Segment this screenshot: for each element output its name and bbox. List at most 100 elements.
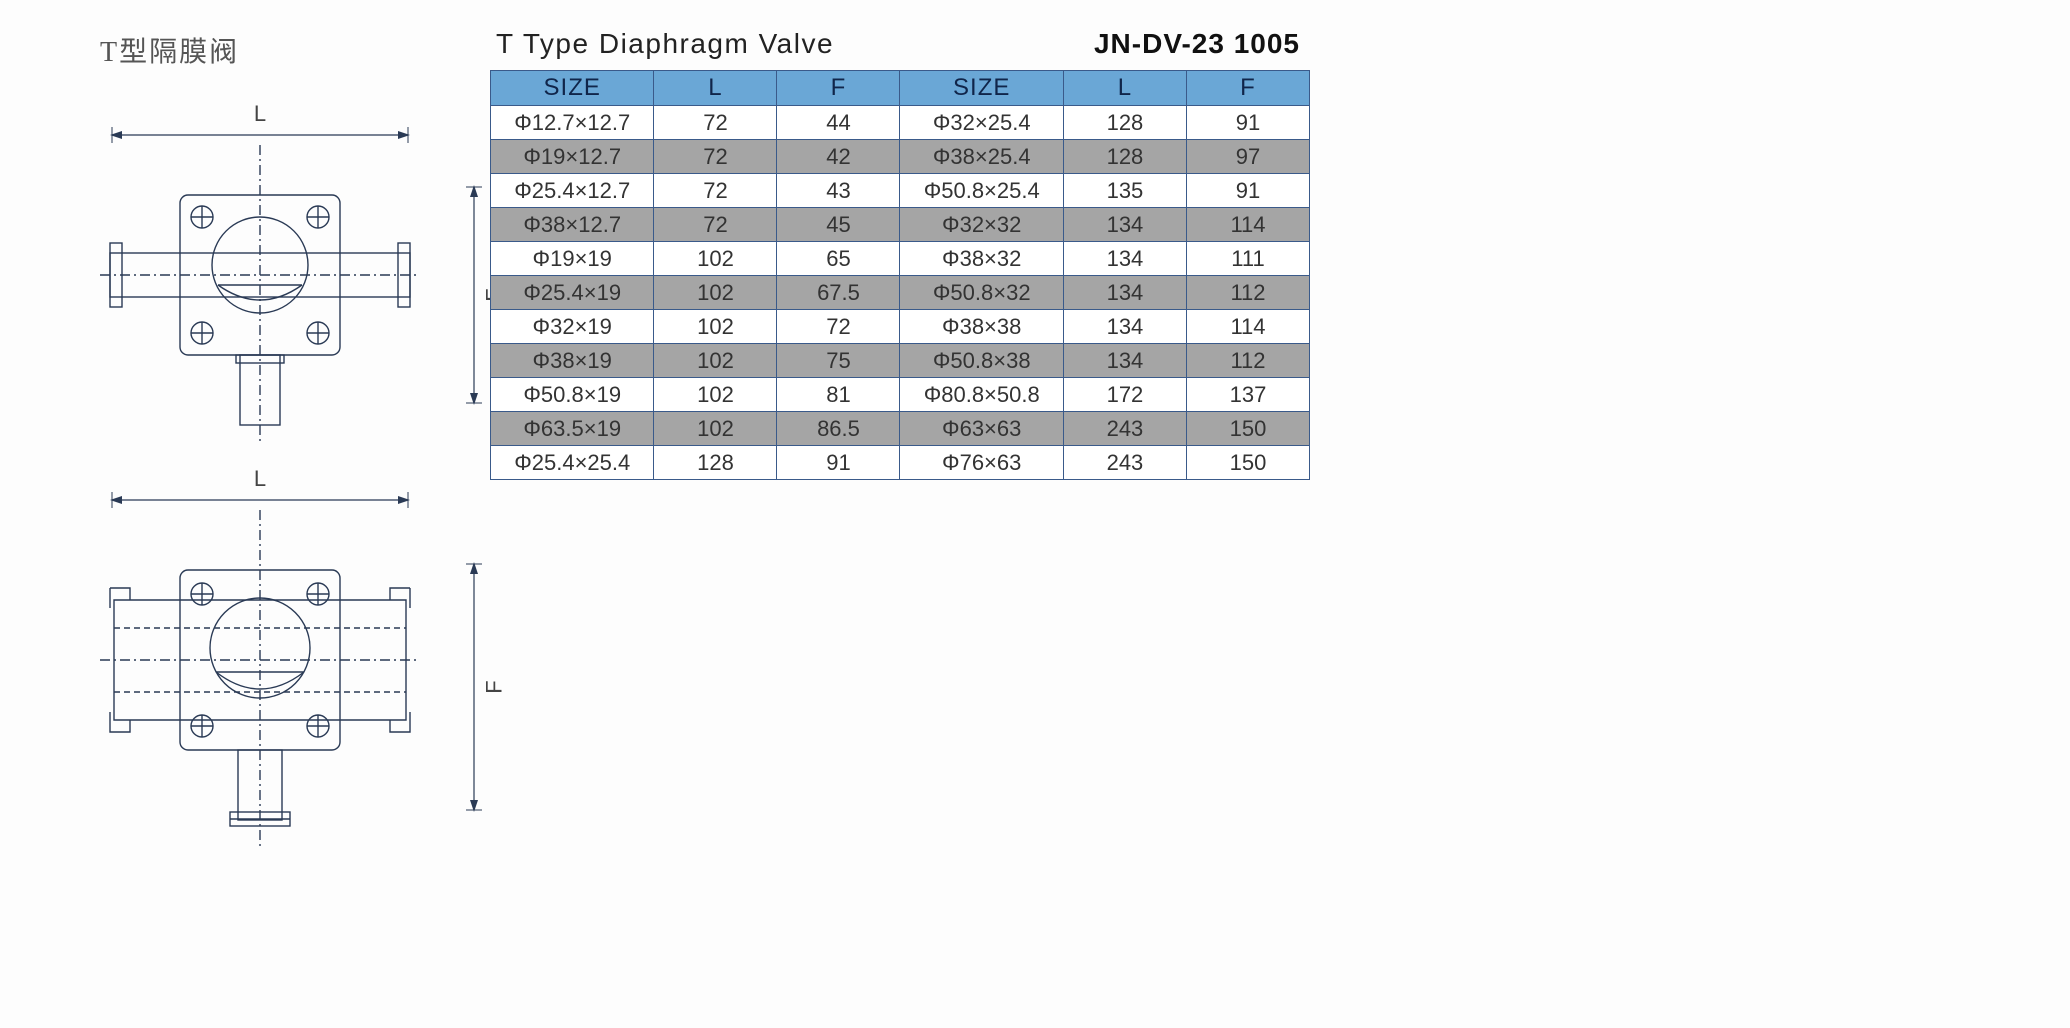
table-cell: Φ50.8×38 xyxy=(900,344,1063,378)
left-column: T型隔膜阀 L xyxy=(90,30,470,875)
table-cell: 102 xyxy=(654,378,777,412)
table-cell: 102 xyxy=(654,412,777,446)
table-cell: 72 xyxy=(777,310,900,344)
table-cell: 65 xyxy=(777,242,900,276)
valve-drawing-2 xyxy=(90,510,430,850)
table-cell: 134 xyxy=(1063,276,1186,310)
table-cell: 67.5 xyxy=(777,276,900,310)
table-cell: 42 xyxy=(777,140,900,174)
table-cell: Φ63×63 xyxy=(900,412,1063,446)
table-cell: Φ38×19 xyxy=(491,344,654,378)
dimension-L-2: L xyxy=(110,470,410,510)
dimension-L-top: L xyxy=(110,105,410,145)
table-cell: 102 xyxy=(654,242,777,276)
table-row: Φ38×1910275Φ50.8×38134112 xyxy=(491,344,1310,378)
table-cell: 137 xyxy=(1186,378,1309,412)
table-cell: Φ19×19 xyxy=(491,242,654,276)
table-cell: Φ80.8×50.8 xyxy=(900,378,1063,412)
table-cell: 243 xyxy=(1063,446,1186,480)
table-cell: Φ32×19 xyxy=(491,310,654,344)
table-cell: Φ25.4×12.7 xyxy=(491,174,654,208)
table-cell: Φ50.8×19 xyxy=(491,378,654,412)
table-cell: Φ50.8×32 xyxy=(900,276,1063,310)
table-cell: 111 xyxy=(1186,242,1309,276)
diagram-top-view: L xyxy=(90,105,450,450)
table-header-row: SIZE L F SIZE L F xyxy=(491,71,1310,106)
table-cell: 75 xyxy=(777,344,900,378)
dim-line-L xyxy=(110,127,410,143)
table-cell: 72 xyxy=(654,208,777,242)
table-cell: Φ25.4×25.4 xyxy=(491,446,654,480)
th-L-1: L xyxy=(654,71,777,106)
title-chinese: T型隔膜阀 xyxy=(100,30,470,70)
table-cell: Φ50.8×25.4 xyxy=(900,174,1063,208)
table-cell: Φ32×25.4 xyxy=(900,106,1063,140)
table-cell: 128 xyxy=(654,446,777,480)
table-cell: 150 xyxy=(1186,446,1309,480)
table-cell: 72 xyxy=(654,106,777,140)
table-cell: 114 xyxy=(1186,310,1309,344)
dim-label-L: L xyxy=(254,101,266,127)
table-cell: 45 xyxy=(777,208,900,242)
table-row: Φ19×1910265Φ38×32134111 xyxy=(491,242,1310,276)
table-row: Φ25.4×25.412891Φ76×63243150 xyxy=(491,446,1310,480)
table-cell: 112 xyxy=(1186,344,1309,378)
dim-label-L-2: L xyxy=(254,466,266,492)
table-row: Φ12.7×12.77244Φ32×25.412891 xyxy=(491,106,1310,140)
table-cell: 44 xyxy=(777,106,900,140)
table-row: Φ50.8×1910281Φ80.8×50.8172137 xyxy=(491,378,1310,412)
table-cell: 134 xyxy=(1063,310,1186,344)
table-cell: 91 xyxy=(777,446,900,480)
table-cell: 72 xyxy=(654,140,777,174)
table-cell: 135 xyxy=(1063,174,1186,208)
table-cell: Φ25.4×19 xyxy=(491,276,654,310)
dim-line-F-2 xyxy=(466,562,482,812)
th-F-1: F xyxy=(777,71,900,106)
table-cell: 128 xyxy=(1063,140,1186,174)
table-cell: 134 xyxy=(1063,344,1186,378)
table-cell: 81 xyxy=(777,378,900,412)
table-cell: 86.5 xyxy=(777,412,900,446)
th-L-2: L xyxy=(1063,71,1186,106)
table-cell: 243 xyxy=(1063,412,1186,446)
table-row: Φ32×1910272Φ38×38134114 xyxy=(491,310,1310,344)
table-cell: 134 xyxy=(1063,242,1186,276)
dim-line-L-2 xyxy=(110,492,410,508)
th-size-1: SIZE xyxy=(491,71,654,106)
th-size-2: SIZE xyxy=(900,71,1063,106)
table-row: Φ38×12.77245Φ32×32134114 xyxy=(491,208,1310,242)
spec-table: SIZE L F SIZE L F Φ12.7×12.77244Φ32×25.4… xyxy=(490,70,1310,480)
table-cell: 114 xyxy=(1186,208,1309,242)
diagram-side-view: L xyxy=(90,470,450,855)
table-row: Φ63.5×1910286.5Φ63×63243150 xyxy=(491,412,1310,446)
table-cell: 102 xyxy=(654,310,777,344)
table-cell: 72 xyxy=(654,174,777,208)
table-cell: Φ38×32 xyxy=(900,242,1063,276)
table-cell: Φ38×12.7 xyxy=(491,208,654,242)
table-cell: 91 xyxy=(1186,174,1309,208)
table-cell: 102 xyxy=(654,344,777,378)
valve-drawing-1 xyxy=(90,145,430,445)
table-cell: Φ32×32 xyxy=(900,208,1063,242)
table-cell: 128 xyxy=(1063,106,1186,140)
table-cell: 112 xyxy=(1186,276,1309,310)
table-cell: 43 xyxy=(777,174,900,208)
table-cell: 172 xyxy=(1063,378,1186,412)
title-row: T Type Diaphragm Valve JN-DV-23 1005 xyxy=(490,28,1310,60)
table-row: Φ19×12.77242Φ38×25.412897 xyxy=(491,140,1310,174)
table-cell: Φ63.5×19 xyxy=(491,412,654,446)
part-number: JN-DV-23 1005 xyxy=(1094,28,1300,60)
table-row: Φ25.4×1910267.5Φ50.8×32134112 xyxy=(491,276,1310,310)
dimension-F-2: F xyxy=(458,562,498,812)
table-cell: Φ12.7×12.7 xyxy=(491,106,654,140)
th-F-2: F xyxy=(1186,71,1309,106)
table-cell: Φ19×12.7 xyxy=(491,140,654,174)
table-cell: 150 xyxy=(1186,412,1309,446)
table-cell: Φ76×63 xyxy=(900,446,1063,480)
right-column: T Type Diaphragm Valve JN-DV-23 1005 SIZ… xyxy=(490,28,1310,480)
table-cell: Φ38×25.4 xyxy=(900,140,1063,174)
dim-label-F-2: F xyxy=(482,680,508,693)
table-row: Φ25.4×12.77243Φ50.8×25.413591 xyxy=(491,174,1310,208)
table-cell: 91 xyxy=(1186,106,1309,140)
table-cell: 102 xyxy=(654,276,777,310)
